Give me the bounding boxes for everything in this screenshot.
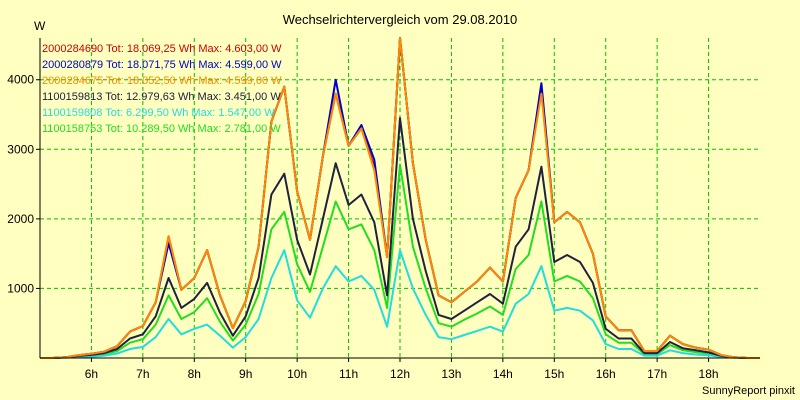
y-axis-ticks: 1000 2000 3000 4000 (7, 73, 40, 295)
legend-entry-5: 1100159808 Tot: 6.299,50 Wh Max: 1.547,0… (42, 107, 275, 119)
x-tick-label: 9h (239, 367, 252, 381)
legend-entry-4: 1100159813 Tot: 12.979,63 Wh Max: 3.451,… (42, 91, 281, 103)
series-line-4 (40, 117, 760, 359)
x-tick-label: 7h (136, 367, 149, 381)
legend: 2000284690 Tot: 18.069,25 Wh Max: 4.603,… (42, 43, 282, 135)
series-line-6 (40, 163, 760, 359)
series-lines (40, 37, 760, 359)
legend-entry-2: 2000280879 Tot: 18.071,75 Wh Max: 4.599,… (42, 59, 282, 71)
legend-entry-1: 2000284690 Tot: 18.069,25 Wh Max: 4.603,… (42, 43, 282, 55)
x-tick-label: 15h (544, 367, 564, 381)
y-tick-label: 4000 (7, 73, 34, 87)
x-tick-label: 6h (85, 367, 98, 381)
chart-title: Wechselrichtervergleich vom 29.08.2010 (283, 12, 518, 27)
y-axis-label: W (34, 19, 46, 33)
x-tick-label: 14h (493, 367, 513, 381)
x-tick-label: 8h (188, 367, 201, 381)
x-tick-label: 13h (441, 367, 461, 381)
y-tick-label: 3000 (7, 142, 34, 156)
x-tick-label: 10h (287, 367, 307, 381)
x-tick-label: 11h (339, 367, 358, 381)
x-tick-label: 12h (390, 367, 410, 381)
legend-entry-6: 1100158753 Tot: 10.289,50 Wh Max: 2.781,… (42, 123, 281, 135)
y-tick-label: 2000 (7, 212, 34, 226)
x-tick-label: 17h (647, 367, 667, 381)
series-line-5 (40, 249, 760, 359)
y-tick-label: 1000 (7, 281, 34, 295)
x-axis-ticks: 6h 7h 8h 9h 10h 11h 12h 13h 14h 15h 16h 17h 18h (85, 358, 719, 381)
footer-credit: SunnyReport pinxit (702, 385, 795, 397)
x-tick-label: 18h (699, 367, 719, 381)
legend-entry-3: 2000284675 Tot: 18.052,50 Wh Max: 4.599,… (42, 75, 282, 87)
series-line-3 (40, 37, 760, 359)
x-tick-label: 16h (596, 367, 616, 381)
